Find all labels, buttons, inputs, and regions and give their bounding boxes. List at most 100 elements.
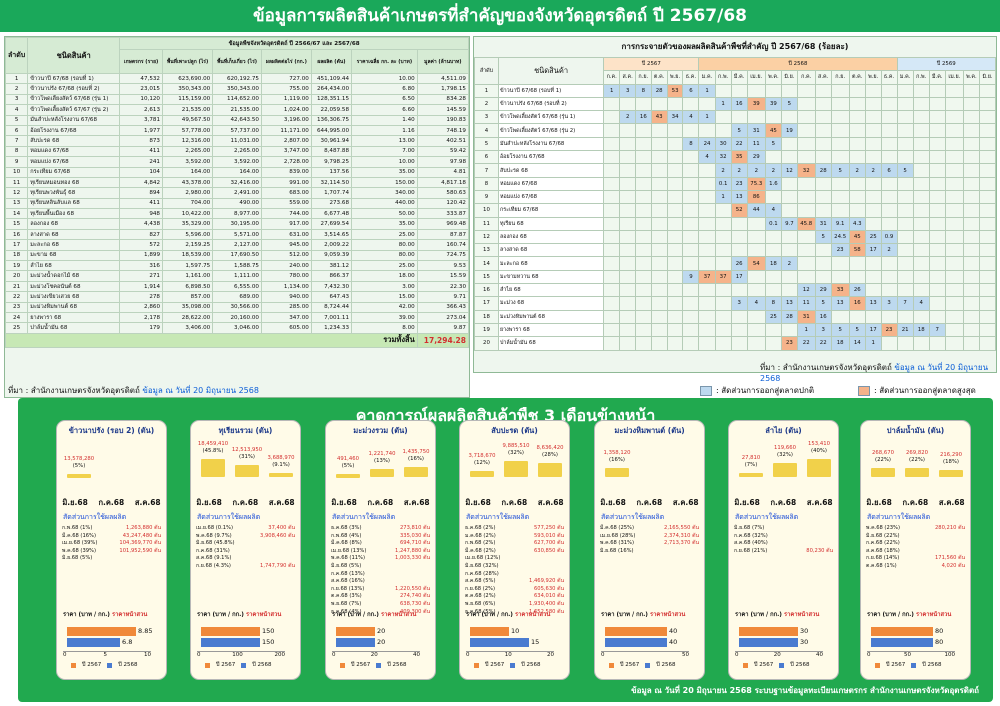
cell-value: 49,567.50	[161, 114, 214, 126]
share-cell	[781, 322, 798, 338]
cell-value: 28,622.00	[161, 311, 214, 324]
month-header: พ.ย.	[864, 70, 882, 85]
share-cell	[682, 229, 700, 245]
use-row: มิ.ย.68 (32%)	[460, 563, 569, 571]
share-cell	[830, 176, 850, 191]
bar-pct-label: (28%)	[542, 452, 558, 458]
forecast-card: มะม่วงหิมพานต์ (ตัน) 1,358,120 (16%) มิ.ย.6…	[594, 420, 705, 680]
price-legend: ปี 2567 ปี 2568	[474, 661, 541, 669]
share-cell: 58	[848, 243, 866, 258]
month-label: ก.ค.68	[98, 498, 125, 507]
table-row: 14 ทุเรียนพื้นเมือง 68 948 10,422.00 8,977.0…	[5, 208, 469, 220]
cell-value: 333.87	[416, 208, 469, 220]
cell-value: 350,343.00	[161, 83, 214, 95]
product-name: ยางพารา 68	[27, 311, 121, 324]
share-cell	[730, 336, 748, 351]
share-cell	[796, 83, 816, 98]
cell-value: 22,059.58	[310, 104, 353, 116]
share-cell	[912, 229, 930, 245]
share-cell	[796, 189, 816, 205]
share-cell	[912, 123, 930, 138]
price-legend: ปี 2567 ปี 2568	[205, 661, 272, 669]
share-cell	[781, 243, 798, 258]
share-cell	[979, 296, 996, 311]
cell-value: 1,798.15	[416, 83, 469, 95]
share-cell	[830, 269, 850, 285]
card-title: ปาล์มน้ำมัน (ตัน)	[886, 426, 945, 435]
share-cell	[682, 296, 700, 311]
month-header: มิ.ย.	[979, 70, 996, 85]
use-amount: 638,730 ตัน	[399, 600, 430, 607]
month-label: ส.ค.68	[134, 498, 161, 507]
share-cell: 39	[764, 96, 783, 112]
table-row: 4 ข้าวโพดเลี้ยงสัตว์ 67/67 (รุ่น 2) 2,613 2…	[5, 104, 469, 116]
price-label: ราคา (บาท / กก.) ราคาหน้าสวน	[867, 612, 952, 618]
cell-value: 13.00	[351, 135, 418, 147]
share-cell: 16	[814, 309, 832, 324]
use-row: มิ.ย.68 (5%)	[57, 555, 166, 563]
share-cell	[814, 203, 832, 218]
share-cell: 5	[814, 296, 832, 311]
use-month: เม.ย.68 (28%)	[600, 532, 636, 539]
cell-value: 164.00	[212, 166, 262, 178]
share-cell: 37	[714, 269, 732, 285]
share-cell	[864, 309, 882, 324]
share-cell	[944, 163, 964, 178]
share-cell	[814, 83, 832, 98]
share-cell	[603, 176, 621, 191]
share-cell	[928, 163, 946, 178]
table-row: 21 มะม่วงโชคอนันต์ 68 1,914 6,898.50 6,555.0…	[5, 280, 469, 293]
share-cell	[979, 150, 996, 165]
forecast-bar	[905, 468, 929, 477]
cell-value: 3,781	[119, 114, 163, 126]
use-month: เม.ย.68 (0.1%)	[196, 525, 234, 531]
cell-value: 30,961.94	[310, 135, 353, 147]
share-cell: 24	[698, 136, 716, 152]
month-label: มิ.ย.68	[62, 498, 88, 507]
share-cell	[962, 96, 981, 112]
row-rank: 14	[474, 256, 499, 271]
share-cell: 12	[796, 283, 816, 298]
year-2569: ปี 2569	[896, 56, 996, 72]
share-cell	[682, 283, 700, 298]
table-row: 15 มะขามหวาน 68 9 37 37 17	[474, 269, 996, 285]
table-row: 7 สับปะรด 68 2 2 2 2 12 32 28 5 2 2 6 5	[474, 163, 996, 178]
cell-value: 1,914	[119, 280, 163, 293]
legend-2568: ปี 2568	[656, 662, 676, 668]
distribution-table: ลำดับ ชนิดสินค้า ปี 2567 ปี 2568 ปี 2569…	[474, 56, 996, 351]
use-row: ก.ค.68 (32%)	[729, 533, 838, 541]
share-cell	[830, 189, 850, 205]
share-cell: 75.3	[746, 176, 766, 191]
use-amount: 694,710 ตัน	[399, 540, 430, 547]
distribution-title: การกระจายตัวของผลผลิตสินค้าพืชที่สำคัญ ป…	[621, 42, 849, 51]
share-cell: 5	[764, 136, 783, 152]
share-cell	[603, 163, 621, 178]
use-amount: 80,230 ตัน	[806, 547, 833, 554]
row-rank: 19	[474, 322, 499, 338]
cell-value: 3,592.00	[161, 156, 214, 168]
cell-value: 6	[5, 124, 29, 137]
use-month: พ.ย.68 (7%)	[331, 600, 362, 607]
cell-value: 917.00	[260, 218, 312, 230]
use-amount: 593,010 ตัน	[533, 532, 564, 539]
price-axis: 0 5 10	[63, 651, 151, 658]
share-cell	[979, 203, 996, 218]
price-label: ราคา (บาท / กก.) ราคาหน้าสวน	[63, 612, 148, 618]
share-cell	[830, 96, 850, 112]
table-row: 11 ทุเรียนหมอนทอง 68 4,842 43,378.00 32,416.…	[5, 176, 469, 189]
share-cell	[880, 123, 898, 138]
share-cell	[864, 216, 882, 231]
month-label: ก.ค.68	[636, 498, 663, 507]
share-cell	[944, 136, 964, 152]
cell-value: 11,031.00	[212, 135, 262, 147]
price-legend: ปี 2567 ปี 2568	[340, 661, 407, 669]
cell-value: 7,432.30	[310, 280, 353, 293]
cell-value: 440.00	[351, 197, 418, 210]
use-month: เม.ย.68 (13%)	[331, 547, 367, 554]
cell-value: 25.00	[351, 228, 418, 241]
cell-value: 512.00	[260, 249, 312, 262]
share-cell: 25	[864, 229, 882, 245]
price-tick: 5	[103, 652, 108, 658]
cell-value: 264,434.00	[310, 83, 353, 95]
cell-value: 30,195.00	[212, 218, 262, 230]
